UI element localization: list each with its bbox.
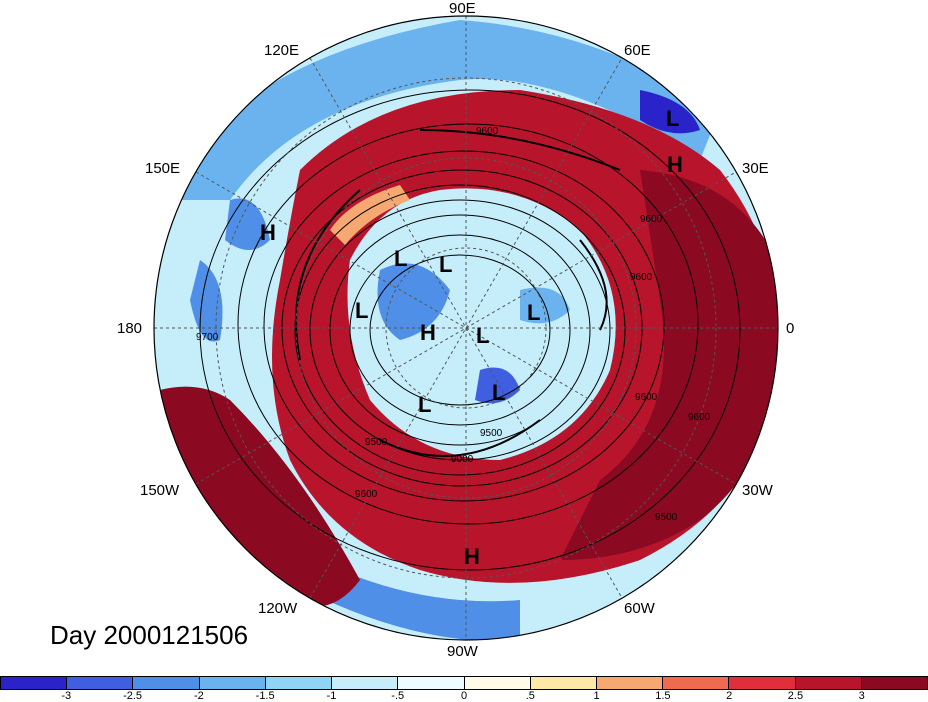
low-center: L (394, 246, 407, 271)
contour-label: 9600 (630, 272, 653, 283)
lon-label-0: 0 (786, 320, 795, 337)
anomaly-field (154, 16, 778, 640)
colorbar-segment (795, 677, 862, 689)
contour-label: 9600 (355, 489, 378, 500)
contour-label: 9600 (688, 412, 711, 423)
low-center: L (418, 392, 431, 417)
colorbar-segment (265, 677, 333, 689)
colorbar-tick-label: .5 (525, 690, 535, 702)
low-center: L (666, 106, 679, 131)
low-center: L (439, 252, 452, 277)
lon-label-30e: 30E (742, 160, 769, 177)
high-center: H (464, 544, 480, 569)
colorbar-segment (332, 677, 399, 689)
lon-label-90w: 90W (447, 643, 478, 660)
low-center: L (492, 380, 505, 405)
high-center: H (260, 220, 276, 245)
colorbar-segment (596, 677, 664, 689)
contour-label: 9500 (480, 428, 503, 439)
graticule (154, 16, 778, 640)
contour-label: 9500 (365, 437, 388, 448)
lon-label-150e: 150E (145, 160, 181, 177)
colorbar-tick-label: 1.5 (655, 690, 671, 702)
low-center: L (527, 300, 540, 325)
colorbar-segment (67, 677, 134, 689)
colorbar-tick-label: 0 (460, 690, 468, 702)
lon-label-30w: 30W (742, 482, 773, 499)
lon-label-90e: 90E (449, 0, 476, 17)
colorbar-tick-label: -3 (61, 690, 72, 702)
colorbar-tick-label: 3 (858, 690, 865, 702)
colorbar-segment (398, 677, 465, 689)
colorbar-tick-label: -1.5 (255, 690, 275, 702)
colorbar-tick-label: 2.5 (787, 690, 804, 702)
colorbar-tick-label: -2.5 (123, 690, 143, 702)
colorbar-segment (663, 677, 730, 689)
lon-label-60w: 60W (624, 600, 655, 617)
contour-label: 9700 (196, 332, 219, 343)
contour-label: 9600 (640, 214, 663, 225)
lon-label-150w: 150W (140, 482, 180, 499)
high-center: H (667, 152, 683, 177)
lon-label-60e: 60E (624, 42, 651, 59)
colorbar-segment (464, 677, 531, 689)
map-title: Day 2000121506 (50, 620, 249, 650)
map-boundary (153, 15, 779, 641)
colorbar (0, 676, 928, 690)
contour-label: 9600 (635, 392, 658, 403)
colorbar-tick-label: -.5 (391, 690, 405, 702)
colorbar-tick-label: -2 (193, 690, 204, 702)
colorbar-segment (1, 677, 68, 689)
jet-contours (295, 129, 621, 457)
colorbar-tick-label: 1 (593, 690, 600, 702)
colorbar-segment (530, 677, 597, 689)
colorbar-segment (729, 677, 796, 689)
lon-label-180: 180 (117, 320, 143, 337)
lon-label-120w: 120W (258, 600, 298, 617)
low-center: L (355, 298, 368, 323)
colorbar-segment (861, 677, 928, 689)
colorbar-segment (199, 677, 266, 689)
high-center: H (420, 320, 436, 345)
contour-label: 9500 (655, 512, 678, 523)
lon-label-120e: 120E (264, 42, 300, 59)
colorbar-segment (133, 677, 200, 689)
low-center: L (476, 323, 489, 348)
contour-label: 9000 (451, 454, 474, 465)
contour-label: 9600 (476, 126, 499, 137)
colorbar-tick-label: 2 (726, 690, 733, 702)
colorbar-tick-label: -1 (326, 690, 337, 702)
